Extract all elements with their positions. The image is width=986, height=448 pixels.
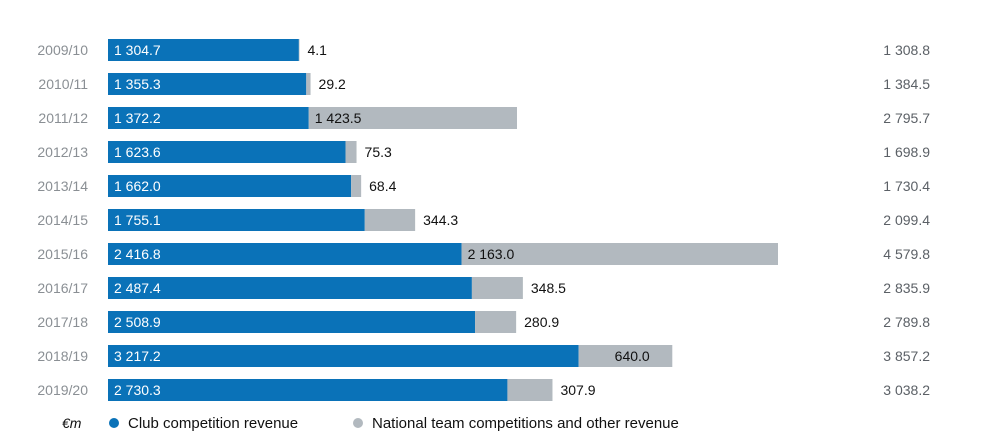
bar-national-revenue xyxy=(308,107,517,129)
value-label-national: 307.9 xyxy=(560,382,595,398)
total-label: 4 579.8 xyxy=(883,246,930,262)
legend: €m Club competition revenue National tea… xyxy=(62,415,679,432)
year-label: 2019/20 xyxy=(37,382,88,398)
value-label-national: 68.4 xyxy=(369,178,396,194)
bar-club-revenue xyxy=(108,345,579,367)
year-label: 2010/11 xyxy=(38,76,88,92)
year-label: 2013/14 xyxy=(37,178,88,194)
legend-label-club: Club competition revenue xyxy=(128,415,298,432)
year-label: 2011/12 xyxy=(38,110,88,126)
value-label-national: 640.0 xyxy=(615,348,650,364)
bar-national-revenue xyxy=(351,175,362,197)
total-label: 1 730.4 xyxy=(883,178,930,194)
year-label: 2015/16 xyxy=(37,246,88,262)
bar-national-revenue xyxy=(461,243,778,265)
bar-national-revenue xyxy=(507,379,553,401)
year-label: 2017/18 xyxy=(37,314,88,330)
unit-label: €m xyxy=(62,415,82,431)
bar-club-revenue xyxy=(108,141,346,163)
value-label-national: 29.2 xyxy=(319,76,346,92)
bar-national-revenue xyxy=(475,311,517,333)
bar-club-revenue xyxy=(108,209,365,231)
total-label: 2 795.7 xyxy=(883,110,930,126)
value-label-national: 348.5 xyxy=(531,280,566,296)
bar-national-revenue xyxy=(578,345,673,367)
value-label-club: 1 372.2 xyxy=(114,110,161,126)
value-label-national: 1 423.5 xyxy=(315,110,362,126)
bar-club-revenue xyxy=(108,175,352,197)
bar-club-revenue xyxy=(108,39,299,61)
year-label: 2016/17 xyxy=(37,280,88,296)
year-label: 2014/15 xyxy=(37,212,88,228)
value-label-club: 3 217.2 xyxy=(114,348,161,364)
bar-national-revenue xyxy=(306,73,311,95)
total-label: 2 789.8 xyxy=(883,314,930,330)
total-label: 2 835.9 xyxy=(883,280,930,296)
year-label: 2012/13 xyxy=(37,144,88,160)
total-label: 3 857.2 xyxy=(883,348,930,364)
value-label-club: 2 487.4 xyxy=(114,280,161,296)
year-label: 2009/10 xyxy=(37,42,88,58)
value-label-club: 2 508.9 xyxy=(114,314,161,330)
bar-club-revenue xyxy=(108,379,508,401)
bar-club-revenue xyxy=(108,277,472,299)
year-label: 2018/19 xyxy=(37,348,88,364)
bar-club-revenue xyxy=(108,311,476,333)
value-label-national: 2 163.0 xyxy=(468,246,515,262)
bar-national-revenue xyxy=(345,141,357,163)
value-label-national: 4.1 xyxy=(307,42,327,58)
value-label-national: 75.3 xyxy=(365,144,392,160)
legend-marker-club xyxy=(109,418,119,428)
total-label: 1 308.8 xyxy=(883,42,930,58)
value-label-club: 1 304.7 xyxy=(114,42,161,58)
value-label-national: 280.9 xyxy=(524,314,559,330)
total-label: 1 698.9 xyxy=(883,144,930,160)
value-label-national: 344.3 xyxy=(423,212,458,228)
total-label: 2 099.4 xyxy=(883,212,930,228)
value-label-club: 1 623.6 xyxy=(114,144,161,160)
bar-national-revenue xyxy=(364,209,416,231)
legend-label-national: National team competitions and other rev… xyxy=(372,415,679,432)
bar-national-revenue xyxy=(471,277,523,299)
value-label-club: 2 730.3 xyxy=(114,382,161,398)
bar-club-revenue xyxy=(108,107,309,129)
bar-club-revenue xyxy=(108,73,307,95)
legend-marker-national xyxy=(353,418,363,428)
bar-national-revenue xyxy=(298,39,300,61)
total-label: 3 038.2 xyxy=(883,382,930,398)
value-label-club: 2 416.8 xyxy=(114,246,161,262)
value-label-club: 1 355.3 xyxy=(114,76,161,92)
total-label: 1 384.5 xyxy=(883,76,930,92)
bar-club-revenue xyxy=(108,243,462,265)
value-label-club: 1 662.0 xyxy=(114,178,161,194)
value-label-club: 1 755.1 xyxy=(114,212,161,228)
